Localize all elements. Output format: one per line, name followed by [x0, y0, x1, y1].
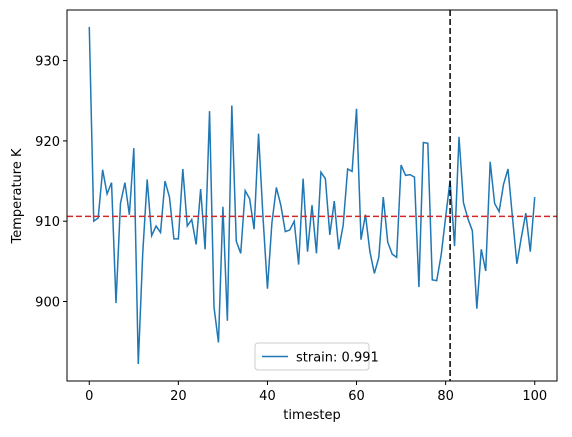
x-tick-label: 80 [437, 389, 454, 404]
legend-box [254, 342, 370, 371]
x-tick-label: 40 [259, 389, 276, 404]
y-axis-label: Temperature K [10, 148, 25, 244]
x-tick-label: 20 [170, 389, 187, 404]
plot-frame [66, 9, 558, 382]
data-line [88, 26, 536, 365]
x-axis-label: timestep [283, 408, 341, 423]
y-tick-label: 910 [35, 215, 60, 230]
y-tick-label: 920 [35, 135, 60, 150]
x-tick-label: 0 [85, 389, 93, 404]
x-tick-label: 60 [348, 389, 365, 404]
x-tick-label: 100 [522, 389, 547, 404]
legend-label: strain: 0.991 [296, 351, 379, 366]
y-tick-label: 930 [35, 55, 60, 70]
y-tick-label: 900 [35, 296, 60, 311]
